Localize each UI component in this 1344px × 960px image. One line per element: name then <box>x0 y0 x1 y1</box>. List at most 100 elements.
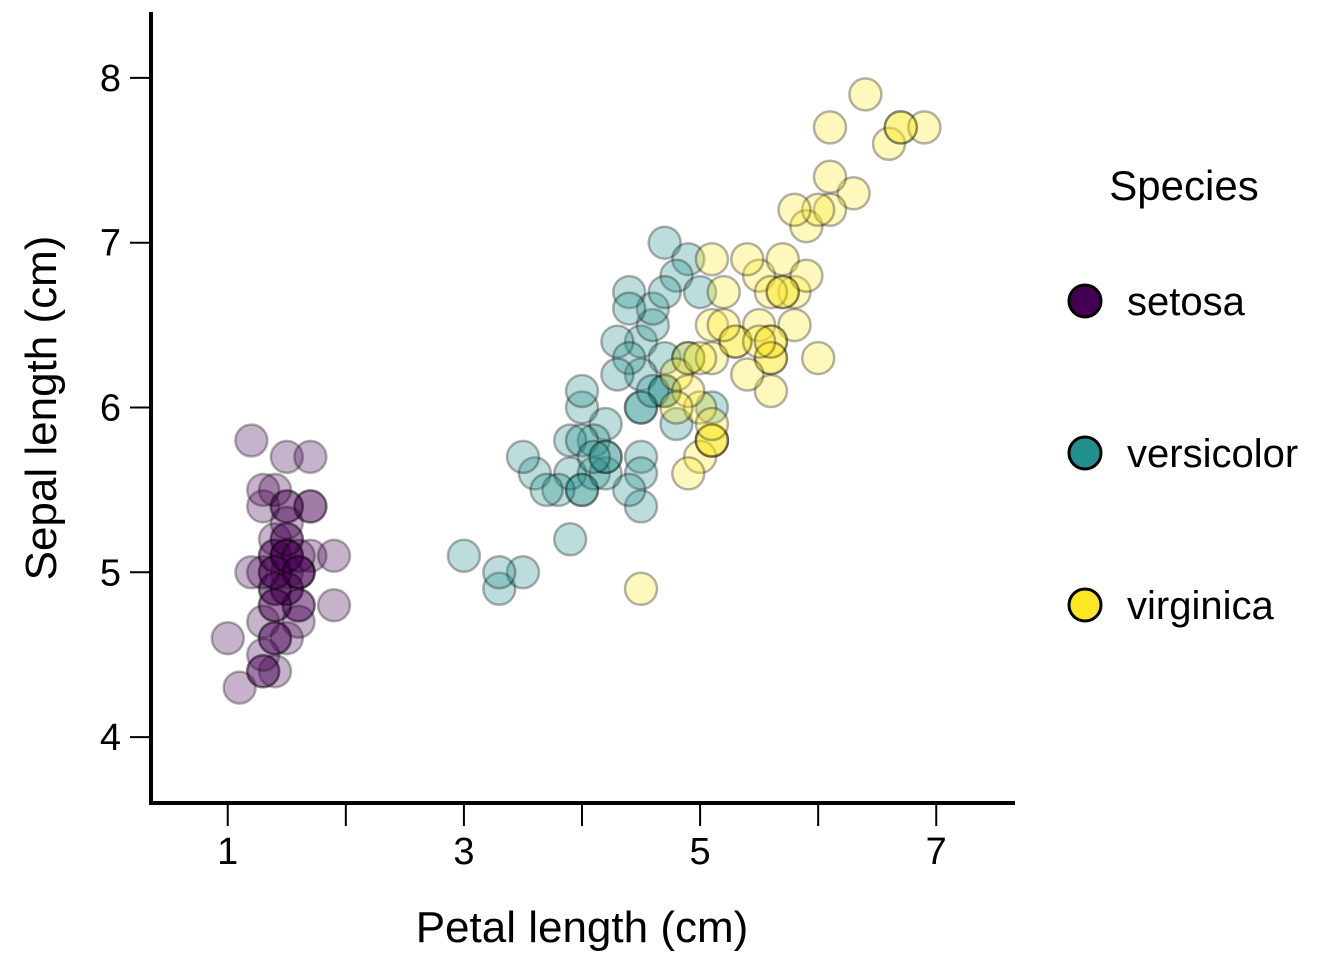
point-versicolor-6 <box>647 340 682 376</box>
point-versicolor-9 <box>552 522 588 557</box>
point-versicolor-15 <box>611 274 647 310</box>
point-virginica-39 <box>730 241 765 277</box>
point-versicolor-48 <box>446 538 482 574</box>
point-versicolor-29 <box>505 439 541 475</box>
point-setosa-10 <box>269 489 305 524</box>
point-setosa-24 <box>316 588 352 623</box>
point-versicolor-26 <box>659 258 694 293</box>
point-versicolor-4 <box>635 307 671 343</box>
point-setosa-11 <box>281 588 316 623</box>
legend-label-setosa: setosa <box>1127 280 1246 324</box>
point-setosa-48 <box>269 505 305 541</box>
point-virginica-35 <box>812 110 848 145</box>
point-setosa-17 <box>257 538 293 574</box>
point-versicolor-14 <box>517 456 553 491</box>
point-versicolor-41 <box>635 373 671 409</box>
point-setosa-36 <box>245 472 281 508</box>
point-virginica-38 <box>659 390 694 425</box>
point-setosa-19 <box>269 538 305 574</box>
point-versicolor-17 <box>576 423 612 458</box>
point-setosa-26 <box>281 555 316 590</box>
x-tick-label: 1 <box>217 831 238 873</box>
y-axis-ticks: 4 5 6 7 8 <box>100 58 149 759</box>
point-virginica-49 <box>694 406 730 442</box>
point-virginica-9 <box>812 192 848 228</box>
point-virginica-33 <box>694 340 730 376</box>
point-versicolor-12 <box>564 390 600 425</box>
point-setosa-3 <box>269 620 305 656</box>
point-setosa-13 <box>222 670 257 705</box>
point-virginica-31 <box>848 77 883 112</box>
point-setosa-22 <box>210 620 246 656</box>
point-setosa-47 <box>257 620 293 656</box>
point-versicolor-21 <box>564 373 600 409</box>
point-virginica-23 <box>671 340 706 376</box>
point-setosa-46 <box>281 538 316 574</box>
point-setosa-20 <box>293 489 328 524</box>
point-virginica-30 <box>812 159 848 195</box>
point-virginica-29 <box>777 192 812 228</box>
point-versicolor-34 <box>623 489 659 524</box>
point-virginica-45 <box>706 274 741 310</box>
point-virginica-27 <box>671 373 706 409</box>
point-versicolor-46 <box>588 439 623 475</box>
point-virginica-37 <box>741 324 777 359</box>
point-versicolor-39 <box>564 472 600 508</box>
point-virginica-42 <box>694 423 730 458</box>
point-setosa-31 <box>269 489 305 524</box>
point-virginica-4 <box>777 307 812 343</box>
point-setosa-5 <box>293 489 328 524</box>
point-versicolor-8 <box>635 291 671 326</box>
point-versicolor-35 <box>623 390 659 425</box>
point-virginica-40 <box>753 274 789 310</box>
point-virginica-43 <box>789 258 824 293</box>
point-setosa-0 <box>257 538 293 574</box>
point-setosa-32 <box>269 522 305 557</box>
point-setosa-25 <box>281 555 316 590</box>
point-virginica-7 <box>836 176 871 211</box>
point-versicolor-7 <box>482 571 517 607</box>
point-versicolor-5 <box>623 439 659 475</box>
point-virginica-2 <box>789 208 824 244</box>
point-setosa-15 <box>269 439 305 475</box>
y-tick-label: 8 <box>100 58 121 100</box>
point-virginica-34 <box>753 373 789 409</box>
point-versicolor-1 <box>623 324 659 359</box>
point-virginica-14 <box>694 423 730 458</box>
point-setosa-27 <box>269 522 305 557</box>
point-setosa-45 <box>257 588 293 623</box>
point-virginica-1 <box>694 423 730 458</box>
point-versicolor-16 <box>623 456 659 491</box>
point-virginica-24 <box>765 274 800 310</box>
point-versicolor-10 <box>505 555 541 590</box>
point-virginica-17 <box>883 110 919 145</box>
x-tick-label: 7 <box>926 831 947 873</box>
legend-key-versicolor <box>1067 435 1103 471</box>
point-versicolor-27 <box>682 274 718 310</box>
point-virginica-25 <box>800 192 836 228</box>
point-versicolor-32 <box>552 423 588 458</box>
point-virginica-20 <box>765 241 800 277</box>
point-versicolor-11 <box>588 406 623 442</box>
point-virginica-0 <box>800 340 836 376</box>
point-versicolor-31 <box>529 472 564 508</box>
point-setosa-42 <box>245 653 281 689</box>
point-versicolor-40 <box>611 472 647 508</box>
point-virginica-8 <box>777 274 812 310</box>
point-versicolor-49 <box>576 439 612 475</box>
point-setosa-28 <box>257 522 293 557</box>
point-virginica-36 <box>753 340 789 376</box>
point-versicolor-18 <box>623 357 659 392</box>
point-versicolor-2 <box>671 241 706 277</box>
y-tick-label: 7 <box>100 223 121 265</box>
point-versicolor-37 <box>611 340 647 376</box>
point-setosa-23 <box>293 538 328 574</box>
point-virginica-19 <box>682 390 718 425</box>
point-virginica-21 <box>671 456 706 491</box>
point-virginica-32 <box>753 324 789 359</box>
point-setosa-33 <box>257 472 293 508</box>
point-versicolor-3 <box>564 472 600 508</box>
legend: Species setosa versicolor virginica <box>1067 162 1298 628</box>
point-virginica-5 <box>871 126 907 162</box>
